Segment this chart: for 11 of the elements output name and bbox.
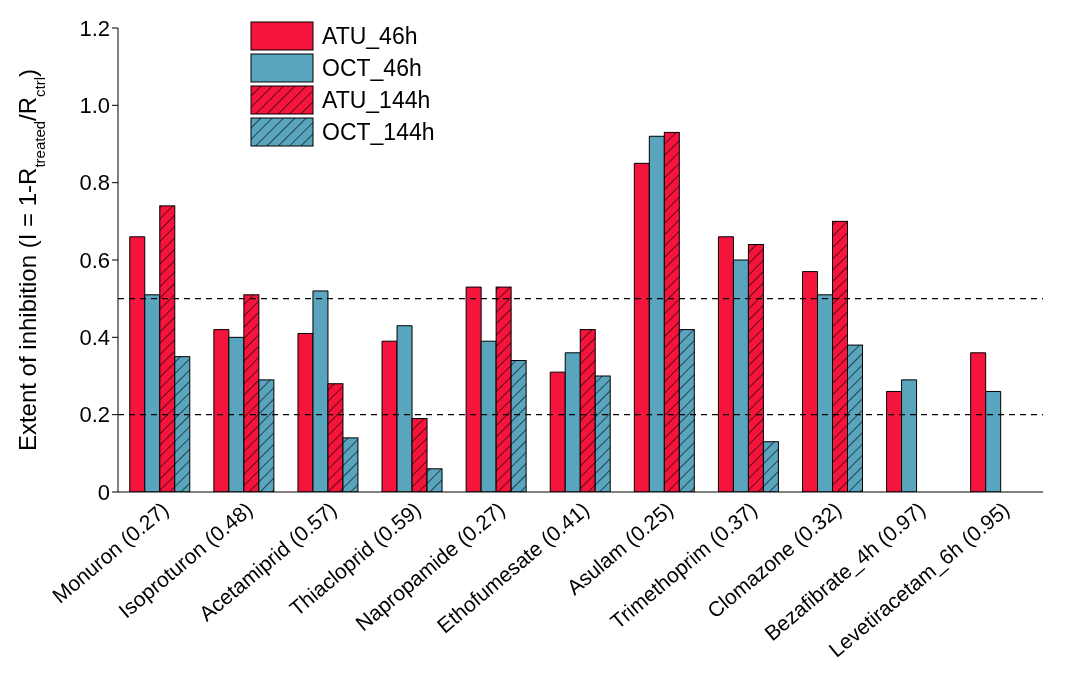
y-tick-label: 1.2 [79, 15, 110, 41]
legend-label: OCT_144h [322, 118, 435, 146]
y-tick-label: 0 [97, 479, 110, 505]
y-tick-label: 0.4 [79, 325, 110, 351]
legend-label: OCT_46h [322, 54, 422, 82]
y-tick-label: 0.2 [79, 402, 110, 428]
legend-label: ATU_46h [322, 22, 418, 50]
legend-label: ATU_144h [322, 86, 431, 114]
y-tick-label: 0.8 [79, 170, 110, 196]
y-tick-label: 1.0 [79, 93, 110, 119]
y-tick-label: 0.6 [79, 247, 110, 273]
